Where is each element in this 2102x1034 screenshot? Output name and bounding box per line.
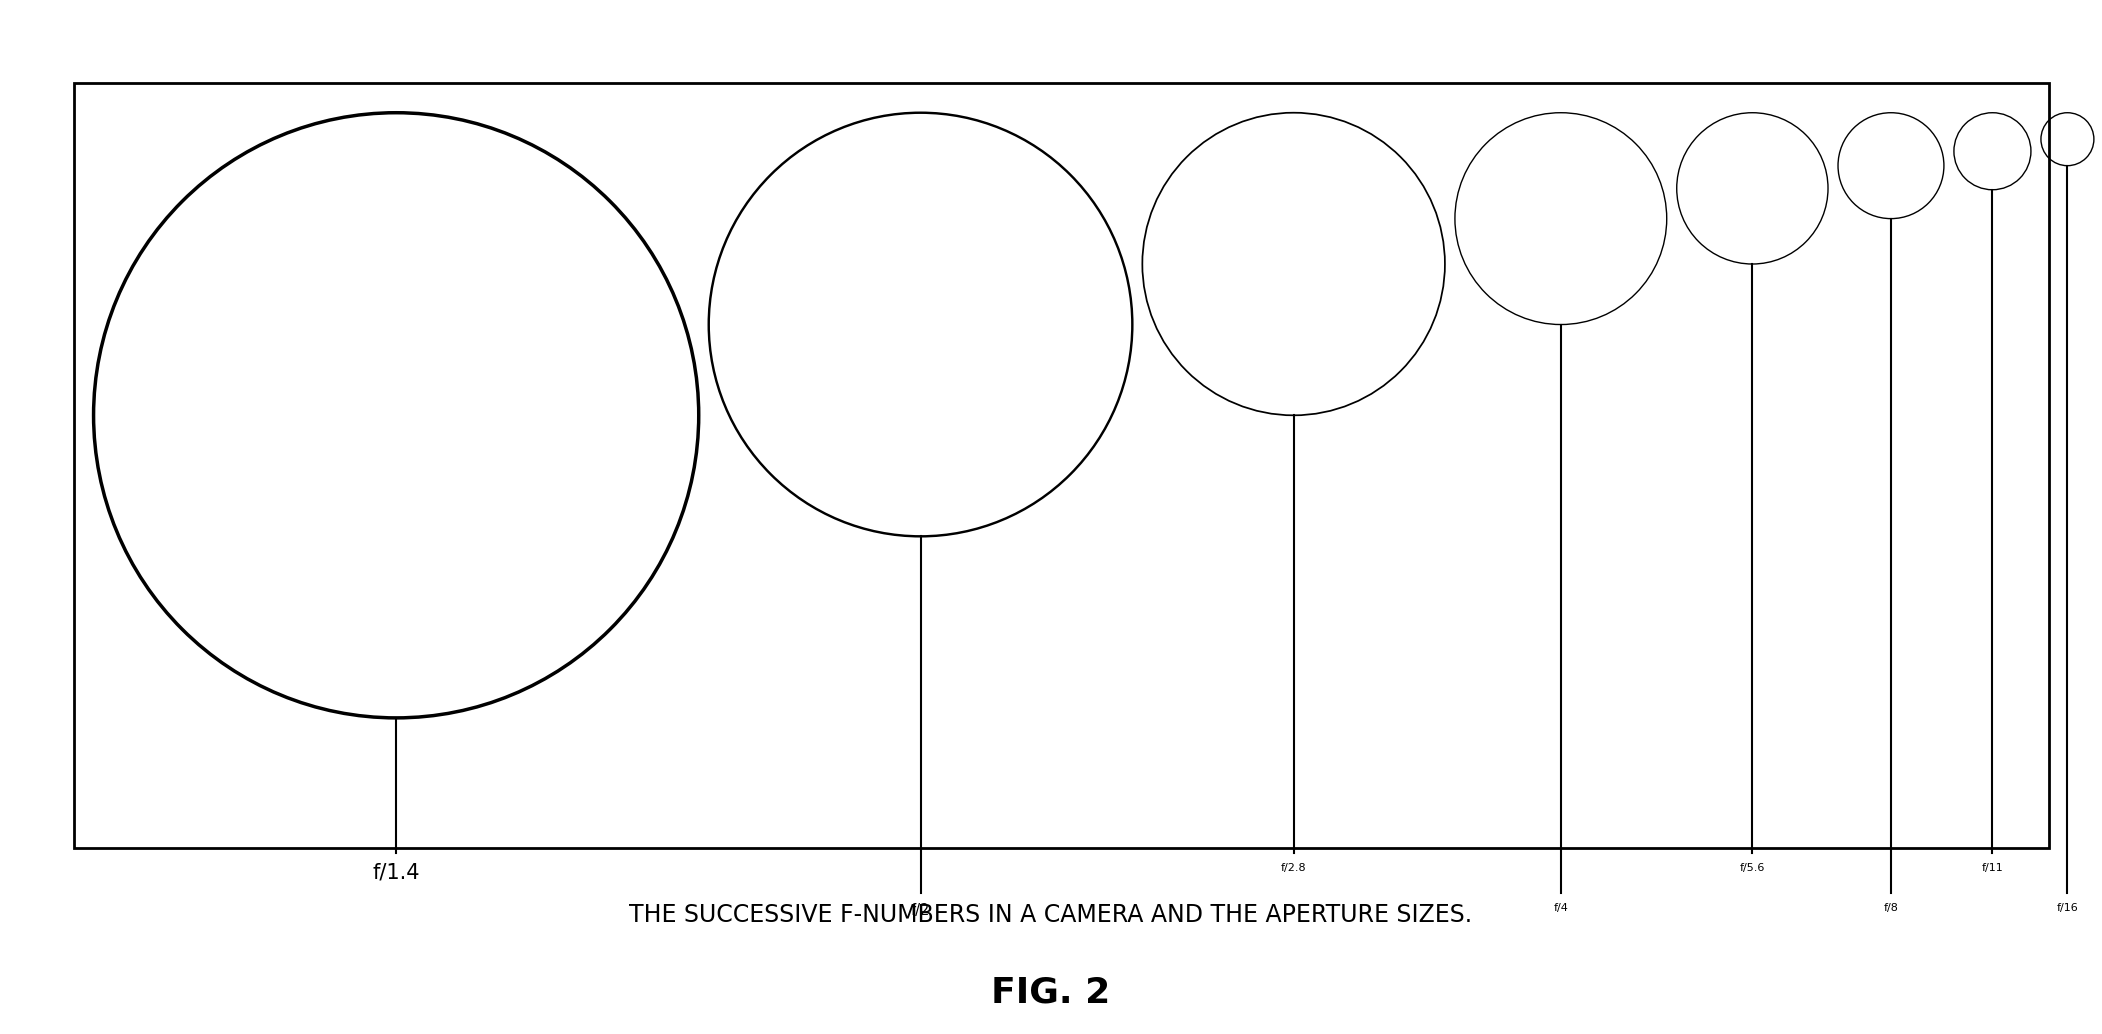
Text: f/4: f/4 bbox=[1553, 903, 1568, 913]
Text: f/1.4: f/1.4 bbox=[372, 863, 420, 883]
Text: f/2.8: f/2.8 bbox=[1280, 863, 1307, 873]
Text: f/11: f/11 bbox=[1982, 863, 2003, 873]
Text: THE SUCCESSIVE F-NUMBERS IN A CAMERA AND THE APERTURE SIZES.: THE SUCCESSIVE F-NUMBERS IN A CAMERA AND… bbox=[628, 903, 1474, 927]
Text: FIG. 2: FIG. 2 bbox=[992, 976, 1110, 1009]
Bar bbox=[74, 83, 2049, 848]
Text: f/2: f/2 bbox=[910, 903, 931, 918]
Text: f/5.6: f/5.6 bbox=[1740, 863, 1766, 873]
Text: f/16: f/16 bbox=[2056, 903, 2079, 913]
Text: f/8: f/8 bbox=[1883, 903, 1898, 913]
